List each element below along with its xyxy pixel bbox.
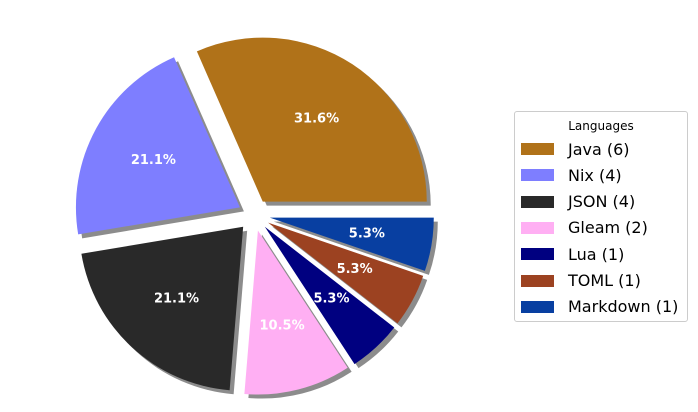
legend-entry-gleam: Gleam (2) <box>521 217 648 239</box>
legend-entry-markdown: Markdown (1) <box>521 296 678 318</box>
legend-label-toml: TOML (1) <box>568 271 641 290</box>
legend-label-lua: Lua (1) <box>568 244 625 264</box>
percent-label-gleam: 10.5% <box>260 318 305 333</box>
legend-title: Languages <box>568 119 634 133</box>
percent-label-lua: 5.3% <box>313 292 349 307</box>
percent-label-nix: 21.1% <box>131 153 176 168</box>
legend-entry-json: JSON (4) <box>521 191 635 213</box>
pie-slice-lua <box>264 226 395 365</box>
percent-label-java: 31.6% <box>294 112 339 127</box>
legend-swatch-lua <box>521 248 554 261</box>
legend-label-gleam: Gleam (2) <box>568 218 648 238</box>
legend-swatch-markdown <box>521 300 554 313</box>
legend-label-json: JSON (4) <box>568 192 636 212</box>
legend-swatch-json <box>521 195 554 208</box>
percent-label-json: 21.1% <box>154 292 199 307</box>
legend-swatch-java <box>521 143 554 155</box>
pie-slice-gleam <box>244 230 348 395</box>
legend-entry-java: Java (6) <box>521 138 630 160</box>
pie-slice-markdown <box>269 217 434 271</box>
percent-labels: 31.6% 21.1% 21.1% 10.5% 5.3% 5.3% 5.3% <box>131 112 385 334</box>
legend: Languages Java (6) Nix (4) JSON (4) Gleam (… <box>514 111 688 322</box>
legend-entry-lua: Lua (1) <box>521 243 624 265</box>
pie-slice-toml <box>268 222 424 324</box>
percent-label-toml: 5.3% <box>337 262 373 277</box>
pie-slice-json <box>81 226 244 391</box>
legend-label-nix: Nix (4) <box>568 165 622 185</box>
legend-swatch-toml <box>521 274 554 287</box>
legend-entry-nix: Nix (4) <box>521 164 622 186</box>
percent-label-markdown: 5.3% <box>349 226 385 241</box>
legend-label-java: Java (6) <box>568 139 630 159</box>
legend-entry-toml: TOML (1) <box>521 270 641 292</box>
pie-slice-nix <box>75 57 240 235</box>
legend-swatch-gleam <box>521 221 554 234</box>
pie-slices <box>75 37 434 395</box>
legend-swatch-nix <box>521 169 554 182</box>
legend-label-markdown: Markdown (1) <box>568 297 679 317</box>
pie-slice-java <box>196 37 427 202</box>
